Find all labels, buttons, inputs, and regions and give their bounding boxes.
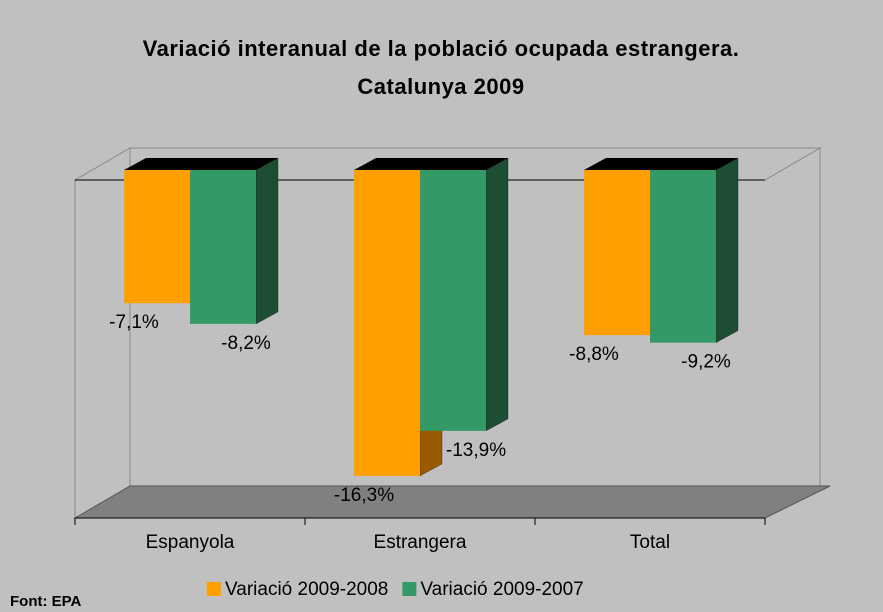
value-label: -7,1%	[109, 312, 159, 333]
bar-top	[354, 158, 442, 170]
value-label: -9,2%	[681, 352, 731, 373]
legend-label: Variació 2009-2008	[225, 579, 388, 600]
bar-top	[420, 158, 508, 170]
x-tick-label: Total	[630, 532, 670, 553]
bar	[124, 170, 190, 304]
bar	[584, 170, 650, 336]
value-label: -13,9%	[446, 440, 506, 461]
bar-side	[485, 157, 509, 432]
chart-title: Variació interanual de la població ocupa…	[142, 36, 740, 99]
bar	[650, 170, 716, 343]
bar-side	[715, 157, 739, 343]
bar	[354, 170, 420, 476]
x-tick-label: Espanyola	[146, 532, 235, 553]
legend-swatch	[207, 582, 221, 596]
bar-top	[124, 158, 212, 170]
value-label: -16,3%	[334, 485, 394, 506]
floor	[73, 485, 831, 519]
bar-top	[650, 158, 738, 170]
x-tick-label: Estrangera	[374, 532, 467, 553]
bar-top	[584, 158, 672, 170]
legend-swatch	[402, 582, 417, 596]
value-label: -8,2%	[221, 333, 271, 354]
bar	[420, 170, 486, 431]
legend-label: Variació 2009-2007	[420, 579, 583, 600]
source: Font: EPA	[10, 593, 82, 610]
bar	[190, 170, 256, 324]
bar-top	[190, 158, 278, 170]
bar-side	[255, 157, 279, 325]
value-label: -8,8%	[569, 344, 619, 365]
